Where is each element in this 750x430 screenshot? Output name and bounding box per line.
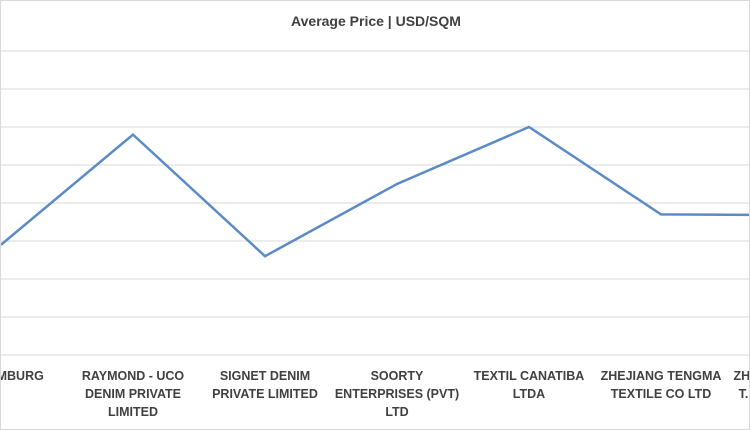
series-line bbox=[1, 125, 749, 258]
x-tick-label: RAYMOND - UCO DENIM PRIVATE LIMITED bbox=[82, 369, 185, 419]
x-tick-label: ZHEJIANG TENGMA TEXTILE CO LTD bbox=[601, 369, 722, 401]
x-tick-label: SIGNET DENIM PRIVATE LIMITED bbox=[212, 369, 318, 401]
x-tick-label: SOORTY ENTERPRISES (PVT) LTD bbox=[335, 369, 459, 419]
gridlines bbox=[1, 50, 749, 356]
chart-title: Average Price | USD/SQM bbox=[291, 13, 461, 29]
x-tick-label: TEXTIL CANATIBA LTDA bbox=[474, 369, 585, 401]
series-average-price bbox=[1, 125, 749, 258]
x-tick-label: ZH...T... bbox=[733, 369, 750, 401]
